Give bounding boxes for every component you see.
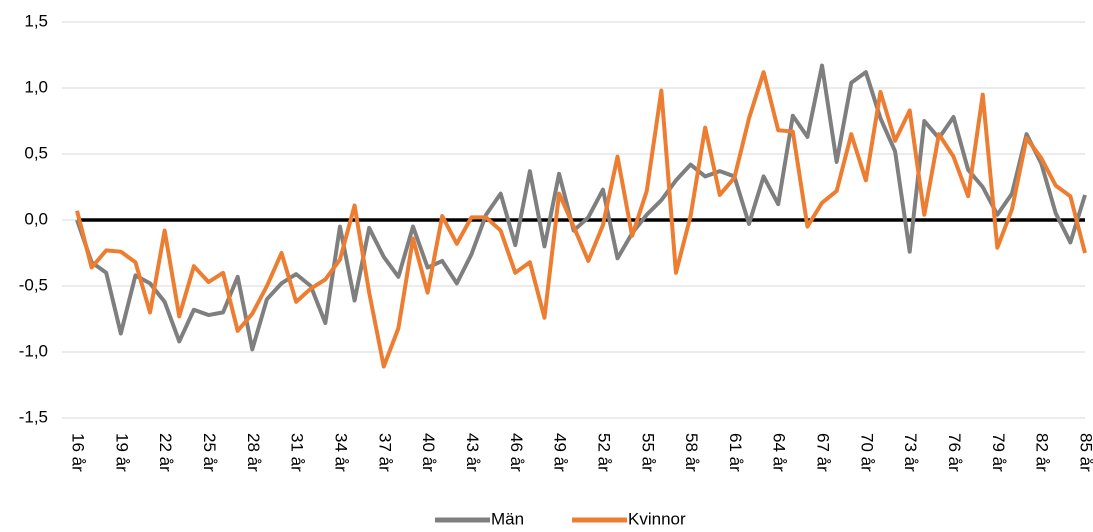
x-tick-label: 58 år bbox=[682, 433, 701, 472]
y-tick-label: -0,5 bbox=[19, 275, 48, 294]
x-tick-label: 55 år bbox=[638, 433, 657, 472]
x-tick-label: 46 år bbox=[507, 433, 526, 472]
series-line bbox=[75, 63, 1087, 352]
x-tick-label: 64 år bbox=[770, 433, 789, 472]
x-tick-label: 49 år bbox=[551, 433, 570, 472]
x-tick-label: 61 år bbox=[726, 433, 745, 472]
x-tick-label: 85 år bbox=[1077, 433, 1093, 472]
x-tick-label: 31 år bbox=[288, 433, 307, 472]
x-tick-label: 37 år bbox=[375, 433, 394, 472]
x-tick-label: 16 år bbox=[69, 433, 88, 472]
legend-label: Män bbox=[491, 509, 524, 528]
x-tick-label: 34 år bbox=[331, 433, 350, 472]
x-tick-label: 40 år bbox=[419, 433, 438, 472]
y-tick-label: -1,0 bbox=[19, 341, 48, 360]
y-tick-label: 1,0 bbox=[24, 77, 48, 96]
y-tick-label: 1,5 bbox=[24, 11, 48, 30]
x-tick-label: 79 år bbox=[989, 433, 1008, 472]
x-tick-label: 70 år bbox=[857, 433, 876, 472]
x-tick-label: 76 år bbox=[945, 433, 964, 472]
x-tick-label: 67 år bbox=[814, 433, 833, 472]
x-tick-label: 43 år bbox=[463, 433, 482, 472]
x-tick-label: 73 år bbox=[901, 433, 920, 472]
x-tick-label: 82 år bbox=[1033, 433, 1052, 472]
legend-label: Kvinnor bbox=[628, 509, 686, 528]
x-tick-label: 28 år bbox=[244, 433, 263, 472]
x-tick-label: 52 år bbox=[594, 433, 613, 472]
x-tick-label: 25 år bbox=[200, 433, 219, 472]
y-tick-label: -1,5 bbox=[19, 407, 48, 426]
series-line bbox=[75, 70, 1087, 369]
x-tick-label: 22 år bbox=[156, 433, 175, 472]
y-tick-label: 0,5 bbox=[24, 143, 48, 162]
y-tick-label: 0,0 bbox=[24, 209, 48, 228]
x-tick-label: 19 år bbox=[112, 433, 131, 472]
